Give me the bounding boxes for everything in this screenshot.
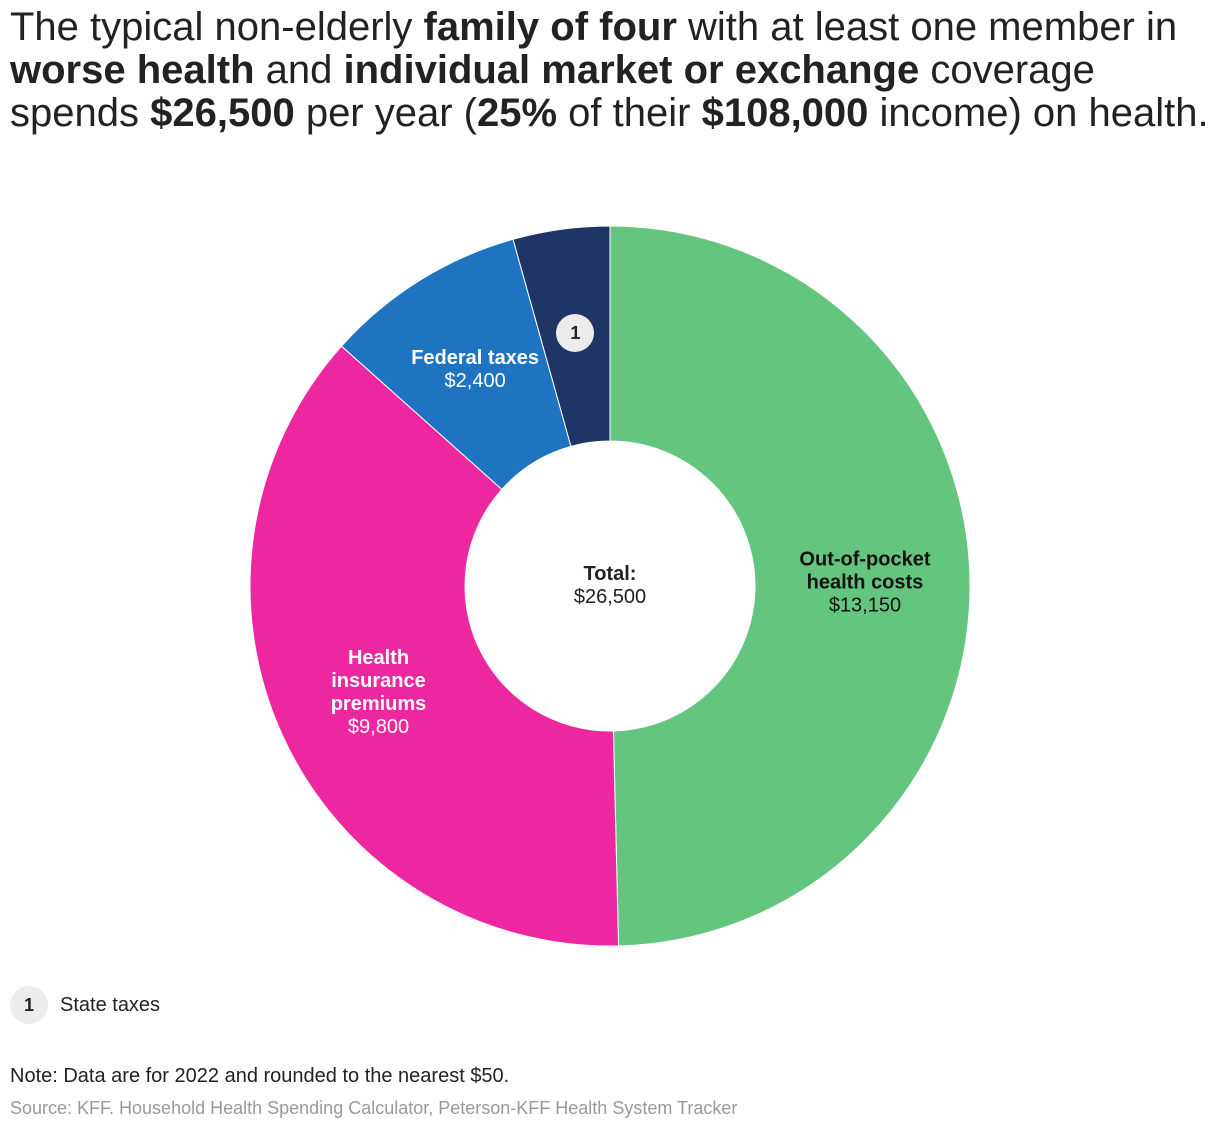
title-segment: 25% — [477, 91, 558, 135]
slice-label: Federal taxes $2,400 — [395, 347, 555, 393]
slice-value: $2,400 — [444, 369, 506, 392]
slice-marker: 1 — [556, 314, 595, 353]
title-segment: The typical non-elderly — [10, 5, 424, 49]
source: Source: KFF. Household Health Spending C… — [10, 1098, 738, 1118]
title-segment: $26,500 — [150, 91, 295, 135]
slice-label: Out-of-pocket health costs $13,150 — [785, 548, 945, 617]
slice — [609, 225, 971, 947]
slice-name: Out-of-pocket health costs — [799, 548, 931, 594]
title-segment: worse health — [10, 48, 255, 92]
title-segment: with at least one member in — [676, 5, 1178, 49]
legend-label: State taxes — [60, 993, 161, 1016]
slice-name: Federal taxes — [411, 346, 540, 369]
total-name: Total: — [583, 563, 637, 585]
title-segment: family of four — [423, 5, 677, 49]
title-segment: $108,000 — [701, 91, 869, 135]
title-segment: of their — [557, 91, 702, 135]
slice-name: Health insurance premiums — [330, 646, 427, 715]
total-label: Total: $26,500 — [530, 563, 690, 609]
note: Note: Data are for 2022 and rounded to t… — [10, 1065, 510, 1087]
slice-label: Health insurance premiums $9,800 — [299, 647, 459, 739]
total-value: $26,500 — [573, 586, 647, 608]
slice-value: $13,150 — [828, 594, 902, 617]
title-segment: individual market or exchange — [343, 48, 920, 92]
slice — [249, 345, 620, 947]
title-segment: and — [254, 48, 344, 92]
title-segment: income) on health. — [868, 91, 1209, 135]
legend: 1 State taxes — [10, 986, 160, 1024]
chart-title: The typical non-elderly family of four w… — [10, 6, 1210, 135]
title-segment: per year ( — [294, 91, 477, 135]
title-segment: coverage spends — [10, 48, 1095, 135]
legend-marker: 1 — [10, 986, 48, 1024]
slice-value: $9,800 — [347, 715, 410, 738]
